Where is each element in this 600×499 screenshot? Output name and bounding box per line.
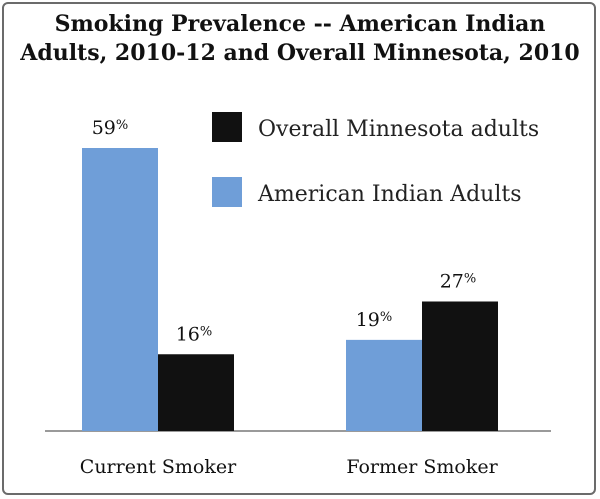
data-label: 59% bbox=[92, 117, 129, 139]
legend-swatch-american-indian bbox=[212, 177, 242, 207]
bar-former-smoker-overall-minnesota bbox=[422, 301, 498, 431]
data-label: 16% bbox=[176, 323, 213, 345]
chart-title: Smoking Prevalence -- American Indian Ad… bbox=[0, 10, 600, 68]
legend-label-overall-minnesota: Overall Minnesota adults bbox=[258, 117, 539, 142]
data-label: 19% bbox=[356, 309, 393, 331]
category-label: Current Smoker bbox=[80, 456, 237, 478]
chart-title-line-2: Adults, 2010-12 and Overall Minnesota, 2… bbox=[20, 40, 580, 66]
legend-swatch-overall-minnesota bbox=[212, 112, 242, 142]
bar-former-smoker-american-indian bbox=[346, 339, 422, 431]
legend-label-american-indian: American Indian Adults bbox=[257, 182, 521, 207]
chart-title-line-1: Smoking Prevalence -- American Indian bbox=[54, 11, 546, 37]
data-label: 27% bbox=[440, 270, 477, 292]
bar-current-smoker-overall-minnesota bbox=[158, 354, 234, 431]
bar-current-smoker-american-indian bbox=[82, 148, 158, 431]
category-label: Former Smoker bbox=[346, 456, 498, 478]
